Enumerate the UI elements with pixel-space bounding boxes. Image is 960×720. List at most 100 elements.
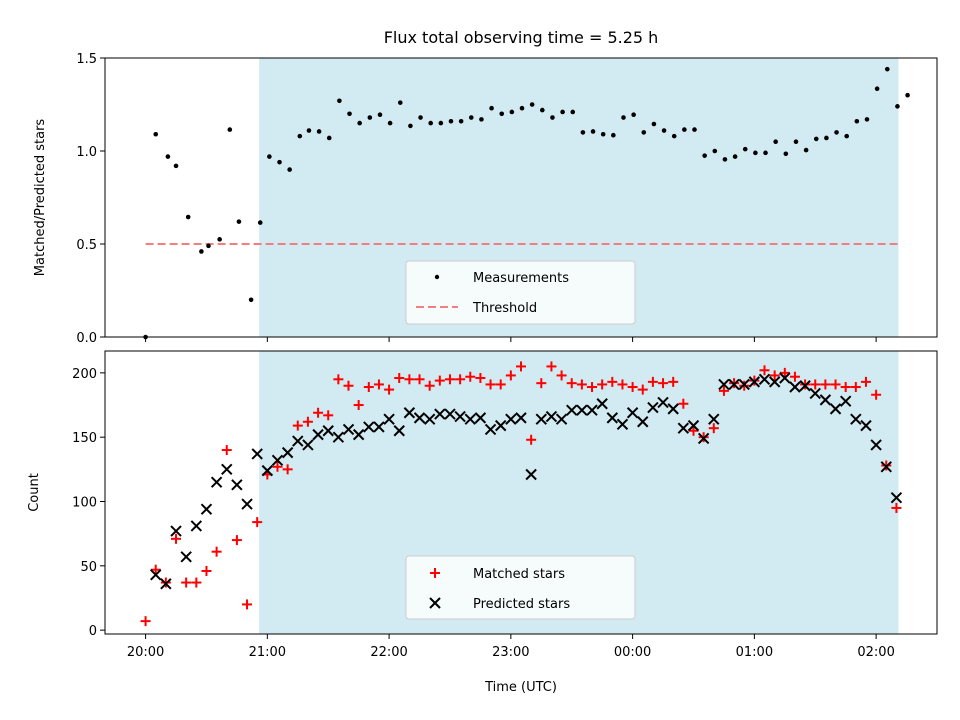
- predicted-stars-point: [434, 408, 446, 420]
- matched-stars-point: [363, 382, 374, 393]
- measurement-point: [722, 157, 728, 162]
- matched-stars-point: [789, 371, 800, 382]
- measurement-point: [844, 133, 849, 139]
- predicted-stars-point: [657, 396, 669, 409]
- matched-stars-point: [617, 379, 628, 390]
- y-tick-label: 200: [72, 367, 97, 382]
- matched-stars-point: [658, 378, 669, 389]
- predicted-stars-point: [850, 413, 862, 425]
- matched-stars-point: [394, 373, 405, 384]
- measurement-point: [397, 100, 403, 105]
- predicted-stars-point: [647, 401, 659, 414]
- matched-stars-point: [495, 379, 506, 390]
- measurement-point: [287, 167, 292, 172]
- measurement-point: [631, 112, 636, 118]
- predicted-stars-point: [221, 463, 233, 476]
- predicted-stars-point: [667, 403, 679, 415]
- measurement-point: [297, 133, 303, 139]
- matched-stars-point: [171, 533, 182, 544]
- bottom-axes-frame: [104, 350, 938, 635]
- matched-stars-point: [891, 502, 902, 513]
- predicted-stars-point: [342, 423, 355, 436]
- measurement-point: [236, 219, 242, 224]
- measurement-point: [185, 214, 191, 220]
- measurement-point: [793, 139, 799, 144]
- measurement-point: [468, 115, 474, 120]
- predicted-stars-point: [352, 428, 365, 441]
- matched-stars-point: [404, 374, 415, 385]
- predicted-stars-point: [261, 464, 274, 477]
- measurement-point: [570, 109, 576, 115]
- predicted-stars-point: [444, 408, 456, 420]
- measurement-point: [153, 131, 159, 137]
- matched-stars-point: [485, 379, 496, 390]
- predicted-stars-point: [251, 448, 263, 460]
- measurement-point: [621, 115, 626, 120]
- predicted-stars-point: [555, 413, 568, 425]
- measurement-point: [257, 220, 263, 225]
- measurement-point: [742, 146, 748, 152]
- matched-stars-point: [627, 382, 638, 393]
- measurement-point: [326, 135, 332, 141]
- predicted-stars-point: [413, 412, 426, 424]
- matched-stars-point: [647, 376, 658, 387]
- measurement-point: [489, 105, 494, 111]
- predicted-stars-point: [170, 525, 182, 537]
- measurement-point: [854, 118, 860, 124]
- predicted-stars-point: [870, 439, 882, 451]
- matched-stars-point: [607, 376, 618, 387]
- predicted-stars-point: [281, 446, 294, 459]
- bottom-x-ticks: 20:00 21:00 22:00 23:00 00:00 01:00 02:00: [127, 634, 895, 660]
- matched-stars-point: [150, 564, 161, 575]
- predicted-stars-point: [626, 407, 639, 419]
- predicted-stars-point: [150, 569, 162, 581]
- measurement-point: [377, 112, 383, 118]
- matched-stars-point: [526, 434, 537, 445]
- predicted-stars-point: [586, 404, 598, 416]
- matched-stars-point: [292, 420, 303, 431]
- predicted-stars-point: [697, 432, 710, 445]
- predicted-stars-point: [819, 394, 832, 406]
- x-tick-label: 20:00: [127, 645, 164, 660]
- predicted-stars-point: [190, 520, 203, 532]
- measurement-point: [550, 115, 555, 120]
- predicted-stars-point: [484, 423, 497, 436]
- matched-stars-point: [211, 546, 222, 557]
- predicted-stars-point: [566, 404, 578, 416]
- matched-stars-point: [536, 378, 547, 389]
- legend-predicted-marker: [429, 597, 441, 609]
- measurement-point: [206, 243, 211, 249]
- matched-stars-point: [637, 384, 648, 395]
- measurement-point: [337, 98, 342, 104]
- matched-stars-point: [302, 416, 313, 427]
- matched-stars-point: [353, 400, 364, 411]
- measurement-point: [895, 104, 900, 109]
- measurement-point: [773, 139, 778, 144]
- measurement-point: [448, 118, 454, 124]
- matched-stars-point: [242, 599, 253, 610]
- measurement-point: [438, 120, 444, 126]
- predicted-stars-point: [383, 413, 395, 425]
- x-tick-label: 02:00: [857, 645, 894, 660]
- chart-title: Flux total observing time = 5.25 h: [384, 28, 659, 47]
- matched-stars-point: [769, 370, 780, 381]
- predicted-stars-point: [312, 428, 324, 441]
- x-tick-label: 01:00: [736, 645, 773, 660]
- predicted-stars-point: [464, 413, 476, 425]
- measurement-point: [783, 151, 789, 157]
- x-tick-label: 22:00: [370, 645, 407, 660]
- measurement-points: [143, 66, 910, 340]
- matched-stars-point: [384, 384, 395, 395]
- measurement-point: [864, 117, 870, 122]
- top-legend-box: [405, 260, 636, 325]
- measurement-point: [905, 92, 910, 98]
- matched-stars-point: [810, 379, 821, 390]
- y-tick-label: 1.0: [76, 145, 97, 160]
- top-y-axis-label: Matched/Predicted stars: [33, 119, 48, 277]
- matched-stars-point: [759, 365, 770, 376]
- measurement-point: [884, 66, 890, 72]
- matched-stars-point: [272, 461, 283, 472]
- measurement-point: [277, 159, 282, 165]
- predicted-stars-point: [322, 425, 334, 437]
